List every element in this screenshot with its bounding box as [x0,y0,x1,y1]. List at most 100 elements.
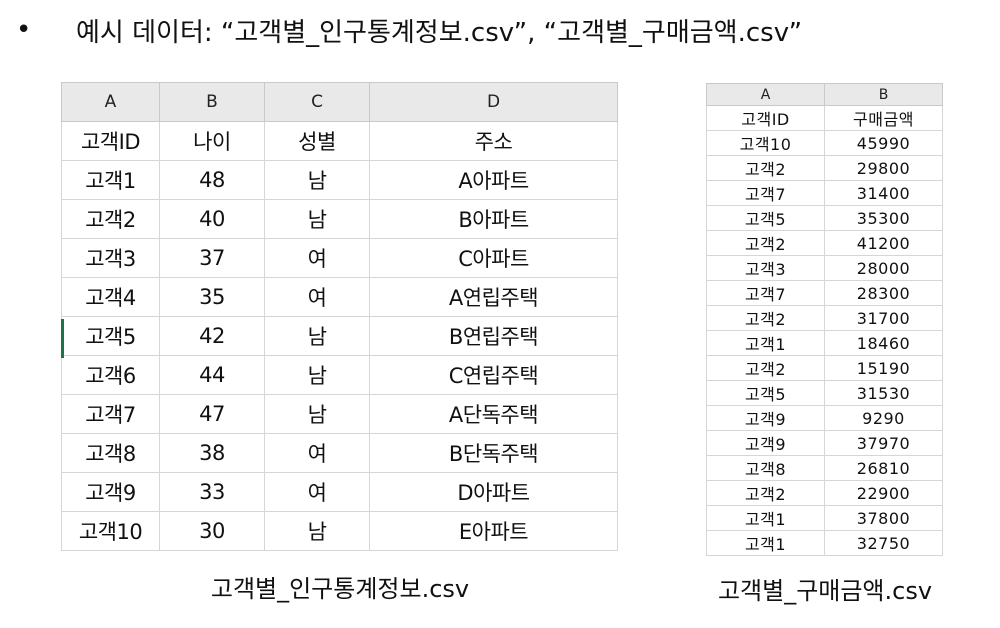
cell[interactable]: 남 [264,160,370,200]
table-row: 고객8 38 여 B단독주택 [61,433,618,473]
cell[interactable]: 남 [264,316,370,356]
cell[interactable]: 41200 [824,230,943,256]
cell[interactable]: 44 [159,355,265,395]
cell[interactable]: 나이 [159,121,265,161]
cell[interactable]: 33 [159,472,265,512]
cell[interactable]: 고객2 [706,155,825,181]
cell[interactable]: 고객2 [706,305,825,331]
table-row: 고객2 29800 [706,155,943,181]
cell[interactable]: D아파트 [369,472,618,512]
cell[interactable]: 고객9 [61,472,160,512]
column-header-c[interactable]: C [264,82,370,122]
cell[interactable]: 9290 [824,405,943,431]
cell[interactable]: 18460 [824,330,943,356]
cell[interactable]: 여 [264,238,370,278]
cell[interactable]: 48 [159,160,265,200]
cell[interactable]: B연립주택 [369,316,618,356]
cell[interactable]: 고객10 [61,511,160,551]
cell[interactable]: 고객10 [706,130,825,156]
cell[interactable]: 남 [264,355,370,395]
cell[interactable]: 고객ID [61,121,160,161]
cell[interactable]: 고객2 [61,199,160,239]
cell[interactable]: 고객3 [706,255,825,281]
cell[interactable]: 성별 [264,121,370,161]
cell[interactable]: 여 [264,472,370,512]
cell[interactable]: 고객5 [706,380,825,406]
cell[interactable]: 35300 [824,205,943,231]
column-header-a[interactable]: A [706,83,825,106]
cell[interactable]: 28300 [824,280,943,306]
table-row: 고객4 35 여 A연립주택 [61,277,618,317]
cell[interactable]: A아파트 [369,160,618,200]
cell[interactable]: 고객3 [61,238,160,278]
cell[interactable]: 주소 [369,121,618,161]
cell[interactable]: 여 [264,433,370,473]
cell[interactable]: 31530 [824,380,943,406]
cell[interactable]: 고객1 [706,505,825,531]
cell[interactable]: 31700 [824,305,943,331]
cell[interactable]: 고객8 [706,455,825,481]
cell[interactable]: 고객1 [706,530,825,556]
cell[interactable]: 고객1 [61,160,160,200]
cell[interactable]: 15190 [824,355,943,381]
cell[interactable]: 29800 [824,155,943,181]
cell[interactable]: 여 [264,277,370,317]
table-row: 고객2 15190 [706,355,943,381]
cell[interactable]: 고객7 [61,394,160,434]
cell[interactable]: 고객4 [61,277,160,317]
column-header-b[interactable]: B [824,83,943,106]
cell[interactable]: 37970 [824,430,943,456]
cell[interactable]: 고객6 [61,355,160,395]
column-header-d[interactable]: D [369,82,618,122]
header-row: 고객ID 나이 성별 주소 [61,121,618,161]
table-row: 고객7 28300 [706,280,943,306]
cell[interactable]: 42 [159,316,265,356]
table-row: 고객2 41200 [706,230,943,256]
column-letter-row: A B [706,83,943,106]
cell[interactable]: 고객1 [706,330,825,356]
cell[interactable]: 고객ID [706,105,825,131]
cell[interactable]: 고객9 [706,405,825,431]
cell[interactable]: 40 [159,199,265,239]
cell[interactable]: B아파트 [369,199,618,239]
cell[interactable]: E아파트 [369,511,618,551]
cell[interactable]: A연립주택 [369,277,618,317]
cell[interactable]: 남 [264,394,370,434]
column-header-a[interactable]: A [61,82,160,122]
cell[interactable]: 35 [159,277,265,317]
cell[interactable]: 47 [159,394,265,434]
cell[interactable]: 고객2 [706,230,825,256]
cell[interactable]: 37800 [824,505,943,531]
cell[interactable]: C아파트 [369,238,618,278]
column-header-b[interactable]: B [159,82,265,122]
table-row: 고객3 28000 [706,255,943,281]
cell[interactable]: 37 [159,238,265,278]
cell[interactable]: 고객2 [706,355,825,381]
cell[interactable]: 고객2 [706,480,825,506]
table-row: 고객7 47 남 A단독주택 [61,394,618,434]
cell[interactable]: 남 [264,199,370,239]
cell[interactable]: 22900 [824,480,943,506]
cell[interactable]: 고객5 [706,205,825,231]
cell[interactable]: 고객7 [706,280,825,306]
cell[interactable]: 구매금액 [824,105,943,131]
cell[interactable]: 고객5 [61,316,160,356]
cell[interactable]: B단독주택 [369,433,618,473]
cell[interactable]: C연립주택 [369,355,618,395]
cell[interactable]: 32750 [824,530,943,556]
cell[interactable]: 31400 [824,180,943,206]
cell[interactable]: 고객9 [706,430,825,456]
cell[interactable]: 남 [264,511,370,551]
table-row: 고객9 33 여 D아파트 [61,472,618,512]
cell[interactable]: 38 [159,433,265,473]
cell[interactable]: 26810 [824,455,943,481]
cell[interactable]: 고객7 [706,180,825,206]
table-row: 고객9 37970 [706,430,943,456]
table-row: 고객1 48 남 A아파트 [61,160,618,200]
table-row: 고객1 32750 [706,530,943,556]
cell[interactable]: 28000 [824,255,943,281]
cell[interactable]: 45990 [824,130,943,156]
cell[interactable]: A단독주택 [369,394,618,434]
cell[interactable]: 30 [159,511,265,551]
cell[interactable]: 고객8 [61,433,160,473]
